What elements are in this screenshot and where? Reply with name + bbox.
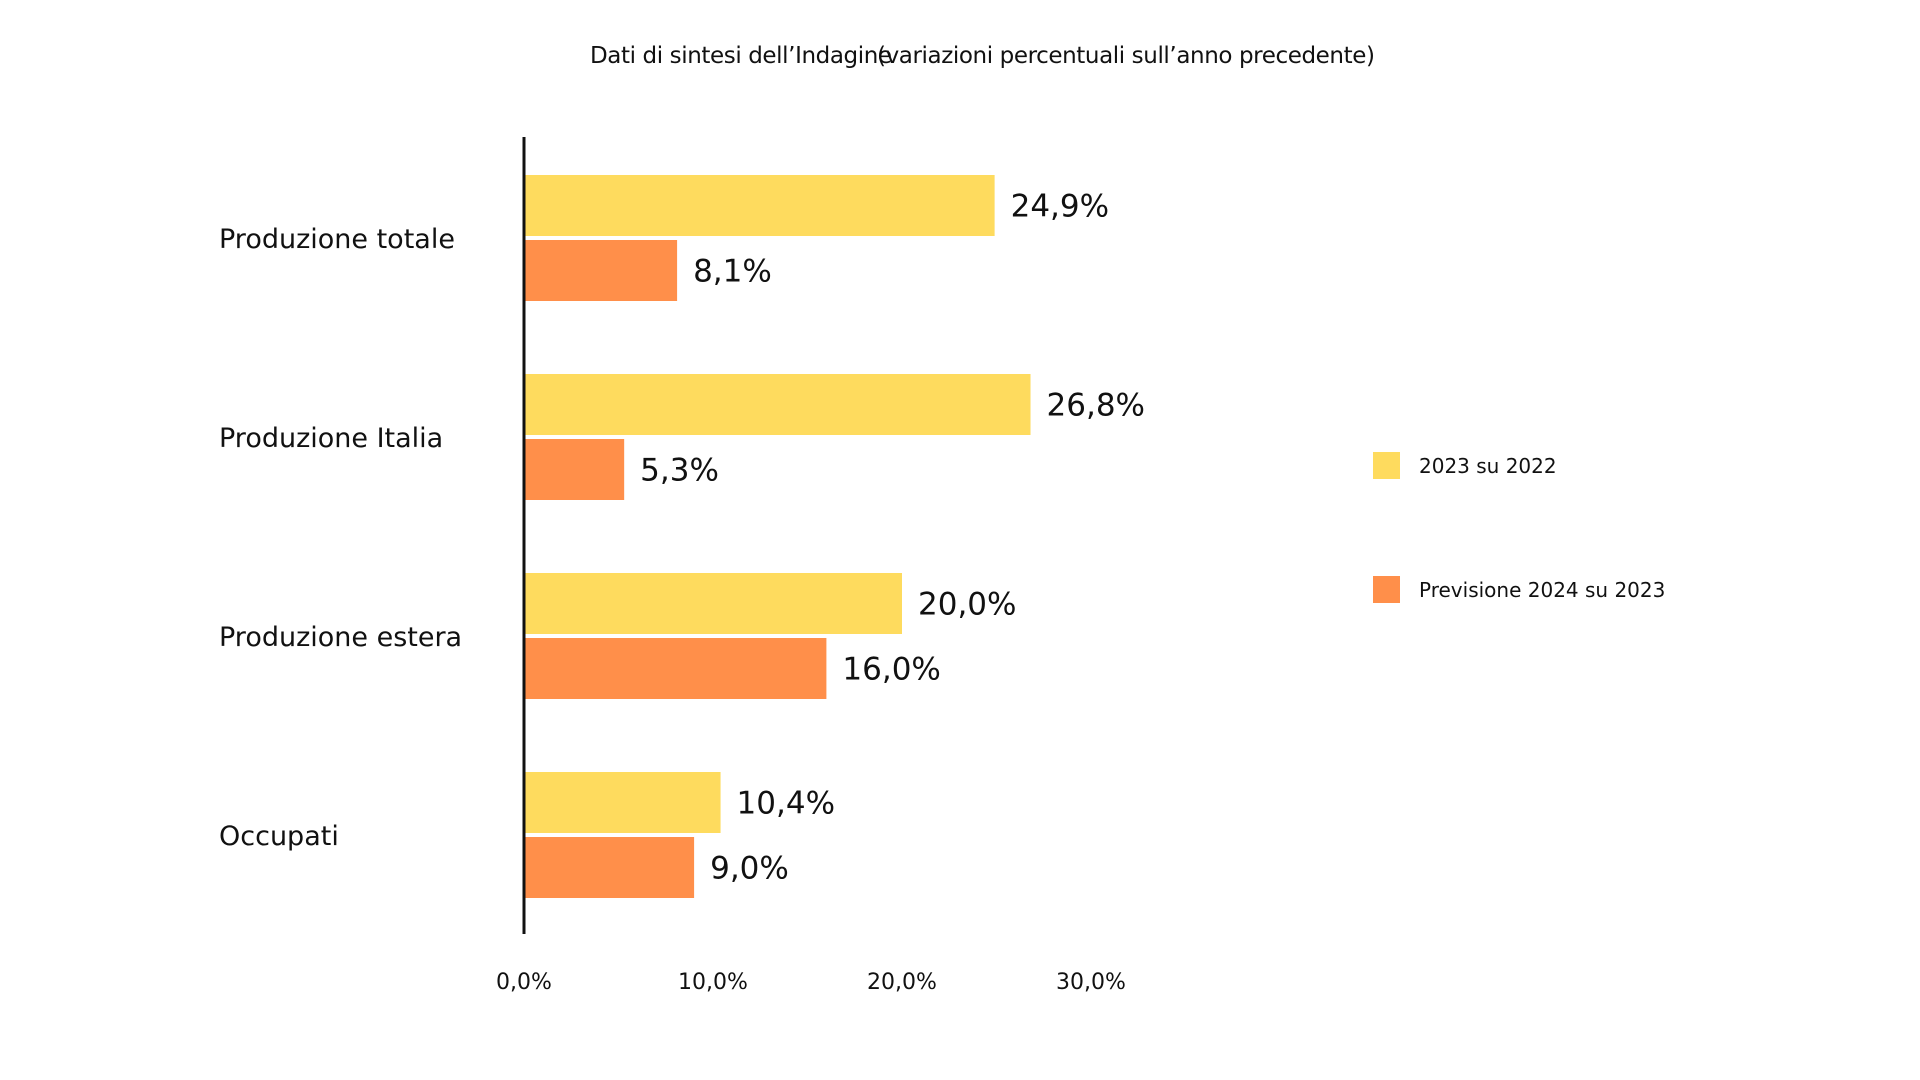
bar-2024-forecast: [524, 837, 695, 898]
data-label: 26,8%: [1047, 388, 1145, 424]
labels-layer: Produzione totale 24,9% 8,1% Produzione Ita…: [219, 189, 1145, 887]
legend: 2023 su 2022 Previsione 2024 su 2023: [1373, 452, 1665, 603]
data-label: 9,0%: [710, 851, 789, 887]
category-label: Produzione totale: [219, 224, 455, 255]
bar-2023: [524, 772, 721, 833]
data-label: 8,1%: [693, 254, 772, 290]
x-axis-ticks: 0,0% 10,0% 20,0% 30,0%: [496, 970, 1126, 995]
legend-swatch: [1373, 452, 1400, 479]
data-label: 5,3%: [640, 453, 719, 489]
bar-2023: [524, 374, 1031, 435]
x-tick-label: 0,0%: [496, 970, 552, 995]
bar-2024-forecast: [524, 240, 678, 301]
data-label: 24,9%: [1011, 189, 1109, 225]
data-label: 16,0%: [842, 652, 940, 688]
category-label: Produzione Italia: [219, 423, 443, 454]
bar-2024-forecast: [524, 439, 625, 500]
bar-2023: [524, 175, 995, 236]
bar-2023: [524, 573, 902, 634]
legend-label: Previsione 2024 su 2023: [1419, 578, 1665, 602]
legend-label: 2023 su 2022: [1419, 454, 1557, 478]
bar-2024-forecast: [524, 638, 827, 699]
x-tick-label: 20,0%: [867, 970, 937, 995]
category-label: Occupati: [219, 821, 339, 852]
chart-title: Dati di sintesi dell’Indagine: [590, 43, 892, 69]
data-label: 10,4%: [737, 786, 835, 822]
bars-layer: [524, 175, 1031, 898]
chart-subtitle: (variazioni percentuali sull’anno preced…: [877, 43, 1375, 69]
category-label: Produzione estera: [219, 622, 462, 653]
x-tick-label: 30,0%: [1056, 970, 1126, 995]
data-label: 20,0%: [918, 587, 1016, 623]
legend-swatch: [1373, 576, 1400, 603]
x-tick-label: 10,0%: [678, 970, 748, 995]
